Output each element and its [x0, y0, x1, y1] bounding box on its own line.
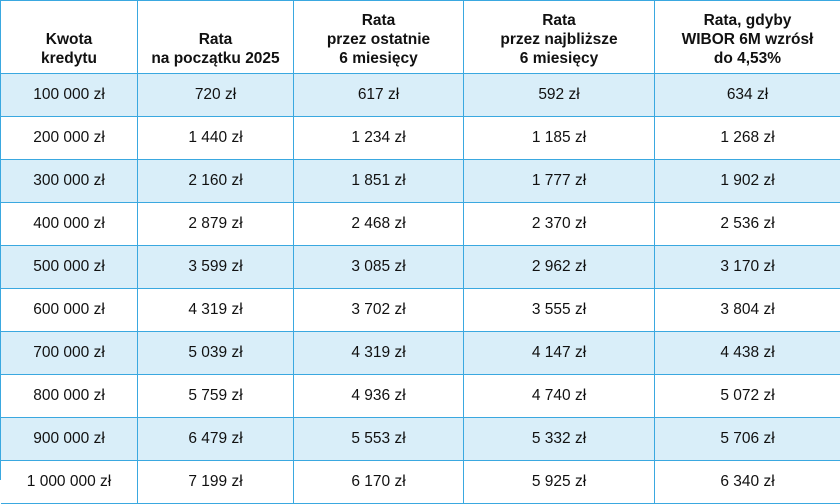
table-cell: 634 zł	[655, 74, 840, 117]
table-cell: 6 170 zł	[294, 461, 464, 504]
table-cell-loan-amount: 800 000 zł	[1, 375, 138, 418]
header-line: 6 miesięcy	[339, 50, 418, 67]
table-cell: 6 340 zł	[655, 461, 840, 504]
table-cell-loan-amount: 700 000 zł	[1, 332, 138, 375]
table-cell: 3 702 zł	[294, 289, 464, 332]
table-cell: 4 936 zł	[294, 375, 464, 418]
table-cell: 5 039 zł	[138, 332, 294, 375]
table-cell: 4 319 zł	[294, 332, 464, 375]
table-cell: 2 160 zł	[138, 160, 294, 203]
table-cell-loan-amount: 500 000 zł	[1, 246, 138, 289]
header-rate-next-6-months: Rata przez najbliższe 6 miesięcy	[464, 1, 655, 74]
table-cell: 2 962 zł	[464, 246, 655, 289]
table-cell: 4 740 zł	[464, 375, 655, 418]
header-line: przez najbliższe	[500, 31, 618, 48]
table-cell: 4 319 zł	[138, 289, 294, 332]
table-cell-loan-amount: 200 000 zł	[1, 117, 138, 160]
table-cell-loan-amount: 300 000 zł	[1, 160, 138, 203]
table-cell: 4 438 zł	[655, 332, 840, 375]
table-cell: 1 185 zł	[464, 117, 655, 160]
table-cell: 5 925 zł	[464, 461, 655, 504]
table-cell: 5 759 zł	[138, 375, 294, 418]
table-cell: 3 804 zł	[655, 289, 840, 332]
header-line: kredytu	[41, 50, 97, 67]
table-cell: 1 902 zł	[655, 160, 840, 203]
table-cell: 3 555 zł	[464, 289, 655, 332]
table-cell-loan-amount: 100 000 zł	[1, 74, 138, 117]
header-loan-amount: Kwota kredytu	[1, 1, 138, 74]
header-line: Kwota	[45, 31, 93, 48]
table-cell: 1 851 zł	[294, 160, 464, 203]
table-cell: 5 706 zł	[655, 418, 840, 461]
table-cell: 1 777 zł	[464, 160, 655, 203]
table-cell: 720 zł	[138, 74, 294, 117]
header-line: na początku 2025	[151, 50, 280, 67]
table-cell: 1 440 zł	[138, 117, 294, 160]
table-cell: 592 zł	[464, 74, 655, 117]
table-cell: 7 199 zł	[138, 461, 294, 504]
table-cell: 2 536 zł	[655, 203, 840, 246]
header-line: do 4,53%	[713, 50, 782, 67]
table-cell: 617 zł	[294, 74, 464, 117]
header-rate-start-2025: Rata na początku 2025	[138, 1, 294, 74]
table-cell: 2 879 zł	[138, 203, 294, 246]
header-line: WIBOR 6M wzrósł	[681, 31, 814, 48]
table-cell: 1 268 zł	[655, 117, 840, 160]
header-line: przez ostatnie	[326, 31, 431, 48]
header-line: Rata	[361, 12, 396, 29]
header-line: Rata	[542, 12, 576, 29]
header-line: 6 miesięcy	[519, 50, 599, 67]
header-rate-if-wibor-rises: Rata, gdyby WIBOR 6M wzrósł do 4,53%	[655, 1, 840, 74]
table-cell: 3 170 zł	[655, 246, 840, 289]
header-rate-last-6-months: Rata przez ostatnie 6 miesięcy	[294, 1, 464, 74]
table-cell-loan-amount: 900 000 zł	[1, 418, 138, 461]
table-cell: 5 072 zł	[655, 375, 840, 418]
table-cell: 6 479 zł	[138, 418, 294, 461]
header-line: Rata, gdyby	[703, 12, 792, 29]
table-cell: 5 553 zł	[294, 418, 464, 461]
table-cell: 2 370 zł	[464, 203, 655, 246]
table-cell: 1 234 zł	[294, 117, 464, 160]
table-cell-loan-amount: 600 000 zł	[1, 289, 138, 332]
table-cell: 2 468 zł	[294, 203, 464, 246]
table-cell: 4 147 zł	[464, 332, 655, 375]
table-cell-loan-amount: 1 000 000 zł	[1, 461, 138, 504]
table-cell: 3 085 zł	[294, 246, 464, 289]
table-cell-loan-amount: 400 000 zł	[1, 203, 138, 246]
table-cell: 5 332 zł	[464, 418, 655, 461]
table-cell: 3 599 zł	[138, 246, 294, 289]
header-line: Rata	[198, 31, 233, 48]
